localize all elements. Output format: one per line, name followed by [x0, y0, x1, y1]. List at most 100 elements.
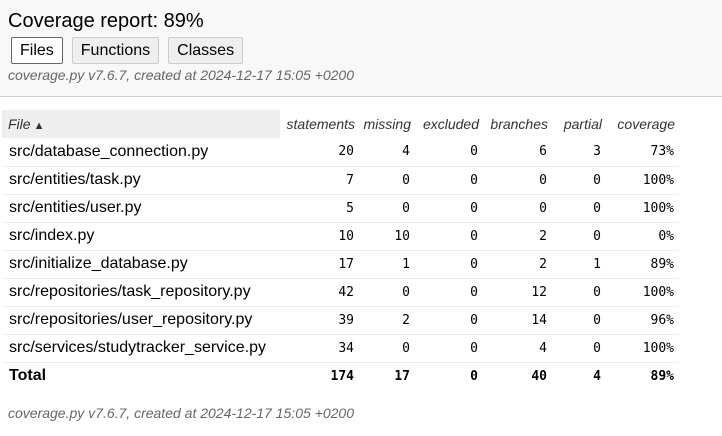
statements-cell: 10: [280, 222, 359, 251]
file-cell: src/services/studytracker_service.py: [2, 334, 280, 363]
file-cell: src/repositories/user_repository.py: [2, 306, 280, 335]
table-row: src/entities/user.py 5 0 0 0 0 100%: [2, 194, 679, 223]
missing-cell: 2: [359, 306, 415, 335]
file-link[interactable]: src/entities/user.py: [9, 199, 142, 216]
column-header-statements[interactable]: statements: [286, 116, 355, 132]
footer-created-info: coverage.py v7.6.7, created at 2024-12-1…: [8, 405, 354, 421]
table-row: src/initialize_database.py 17 1 0 2 1 89%: [2, 250, 679, 279]
branches-cell: 2: [483, 250, 552, 279]
view-switcher: Files Functions Classes: [11, 37, 252, 64]
coverage-cell: 96%: [606, 306, 679, 335]
file-link[interactable]: src/repositories/task_repository.py: [9, 283, 251, 300]
file-cell: src/initialize_database.py: [2, 250, 280, 279]
column-header-missing[interactable]: missing: [363, 116, 411, 132]
coverage-cell: 73%: [606, 138, 679, 167]
column-header-file[interactable]: File ▲: [2, 110, 280, 138]
table-row: src/repositories/user_repository.py 39 2 0 1…: [2, 306, 679, 335]
missing-cell: 1: [359, 250, 415, 279]
coverage-cell: 100%: [606, 334, 679, 363]
statements-cell: 5: [280, 194, 359, 223]
file-link[interactable]: src/database_connection.py: [9, 142, 209, 160]
file-link[interactable]: src/initialize_database.py: [9, 255, 188, 272]
report-header: Coverage report: 89% Files Functions Cla…: [0, 0, 722, 97]
excluded-cell: 0: [415, 250, 483, 279]
partial-cell: 0: [552, 334, 606, 363]
coverage-cell: 0%: [606, 222, 679, 251]
excluded-cell: 0: [415, 194, 483, 223]
total-label: Total: [9, 367, 47, 385]
total-partial: 4: [593, 368, 601, 384]
file-cell: src/entities/user.py: [2, 194, 280, 223]
missing-cell: 0: [359, 334, 415, 363]
branches-cell: 0: [483, 166, 552, 195]
missing-cell: 10: [359, 222, 415, 251]
column-header-excluded[interactable]: excluded: [422, 116, 479, 132]
coverage-cell: 89%: [606, 250, 679, 279]
total-missing: 17: [394, 368, 410, 384]
table-row: src/entities/task.py 7 0 0 0 0 100%: [2, 166, 679, 195]
column-header-coverage[interactable]: coverage: [617, 116, 675, 132]
column-header-partial[interactable]: partial: [563, 116, 602, 132]
missing-cell: 0: [359, 166, 415, 195]
table-row: src/index.py 10 10 0 2 0 0%: [2, 222, 679, 251]
total-branches: 40: [531, 368, 547, 384]
files-button[interactable]: Files: [11, 37, 63, 64]
statements-cell: 34: [280, 334, 359, 363]
table-row: src/database_connection.py 20 4 0 6 3 73%: [2, 138, 679, 167]
file-link[interactable]: src/services/studytracker_service.py: [9, 339, 266, 356]
branches-cell: 4: [483, 334, 552, 363]
functions-button[interactable]: Functions: [71, 37, 160, 64]
excluded-cell: 0: [415, 278, 483, 307]
file-link[interactable]: src/index.py: [9, 227, 95, 244]
excluded-cell: 0: [415, 166, 483, 195]
total-excluded: 0: [470, 368, 478, 384]
sort-ascending-icon: ▲: [33, 120, 45, 132]
file-cell: src/database_connection.py: [2, 138, 280, 167]
classes-button[interactable]: Classes: [168, 37, 244, 64]
coverage-cell: 100%: [606, 166, 679, 195]
table-header: File ▲ statements missing excluded branch…: [2, 110, 679, 138]
file-link[interactable]: src/entities/task.py: [9, 171, 141, 188]
branches-cell: 12: [483, 278, 552, 307]
statements-cell: 42: [280, 278, 359, 307]
partial-cell: 0: [552, 278, 606, 307]
coverage-cell: 100%: [606, 194, 679, 223]
column-header-branches[interactable]: branches: [490, 116, 548, 132]
file-cell: src/index.py: [2, 222, 280, 251]
coverage-table: File ▲ statements missing excluded branch…: [2, 110, 679, 390]
header-row: File ▲ statements missing excluded branch…: [2, 110, 679, 138]
excluded-cell: 0: [415, 334, 483, 363]
total-statements: 174: [330, 368, 354, 384]
coverage-cell: 100%: [606, 278, 679, 307]
total-row: Total 174 17 0 40 4 89%: [2, 362, 679, 390]
partial-cell: 0: [552, 194, 606, 223]
partial-cell: 1: [552, 250, 606, 279]
branches-cell: 0: [483, 194, 552, 223]
statements-cell: 20: [280, 138, 359, 167]
excluded-cell: 0: [415, 306, 483, 335]
excluded-cell: 0: [415, 222, 483, 251]
table-row: src/services/studytracker_service.py 34 0 0…: [2, 334, 679, 363]
statements-cell: 7: [280, 166, 359, 195]
partial-cell: 3: [552, 138, 606, 167]
branches-cell: 2: [483, 222, 552, 251]
table-row: src/repositories/task_repository.py 42 0 0 1…: [2, 278, 679, 307]
file-cell: src/repositories/task_repository.py: [2, 278, 280, 307]
statements-cell: 17: [280, 250, 359, 279]
missing-cell: 4: [359, 138, 415, 167]
branches-cell: 6: [483, 138, 552, 167]
created-info: coverage.py v7.6.7, created at 2024-12-1…: [8, 67, 354, 83]
column-header-file-label: File: [8, 116, 31, 132]
partial-cell: 0: [552, 222, 606, 251]
partial-cell: 0: [552, 166, 606, 195]
file-link[interactable]: src/repositories/user_repository.py: [9, 311, 253, 328]
missing-cell: 0: [359, 278, 415, 307]
page-title: Coverage report: 89%: [8, 10, 204, 32]
branches-cell: 14: [483, 306, 552, 335]
total-coverage: 89%: [650, 368, 674, 384]
partial-cell: 0: [552, 306, 606, 335]
statements-cell: 39: [280, 306, 359, 335]
table-body: src/database_connection.py 20 4 0 6 3 73% src/e…: [2, 138, 679, 363]
file-cell: src/entities/task.py: [2, 166, 280, 195]
excluded-cell: 0: [415, 138, 483, 167]
